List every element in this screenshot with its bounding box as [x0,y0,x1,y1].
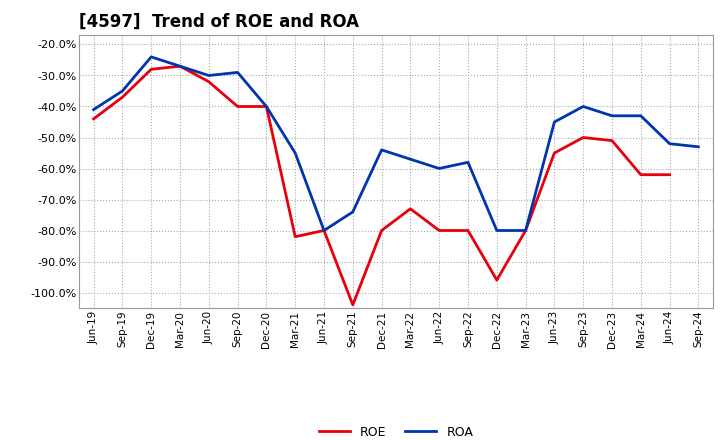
ROA [435,166,444,171]
ROE [406,206,415,212]
ROA [521,228,530,233]
ROE [464,228,472,233]
ROE [89,116,98,121]
ROA [147,54,156,59]
ROE [176,63,184,69]
Line: ROA: ROA [94,57,698,231]
ROA [348,209,357,215]
ROA [579,104,588,109]
ROA [636,113,645,118]
ROA [377,147,386,153]
ROE [435,228,444,233]
ROA [204,73,213,78]
ROA [320,228,328,233]
ROA [550,119,559,125]
ROE [636,172,645,177]
ROE [204,79,213,84]
ROE [320,228,328,233]
ROA [464,160,472,165]
ROE [608,138,616,143]
ROE [233,104,242,109]
ROA [608,113,616,118]
ROE [521,228,530,233]
Text: [4597]  Trend of ROE and ROA: [4597] Trend of ROE and ROA [79,13,359,31]
ROE [377,228,386,233]
ROA [176,63,184,69]
ROE [348,302,357,308]
ROE [291,234,300,239]
ROA [694,144,703,150]
ROA [89,107,98,112]
ROA [291,150,300,156]
ROA [406,157,415,162]
ROE [262,104,271,109]
ROA [118,88,127,94]
Legend: ROE, ROA: ROE, ROA [314,421,478,440]
Line: ROE: ROE [94,66,670,305]
ROE [118,95,127,100]
ROA [492,228,501,233]
ROA [665,141,674,147]
ROE [550,150,559,156]
ROE [665,172,674,177]
ROE [579,135,588,140]
ROE [492,278,501,283]
ROA [233,70,242,75]
ROE [147,66,156,72]
ROA [262,104,271,109]
